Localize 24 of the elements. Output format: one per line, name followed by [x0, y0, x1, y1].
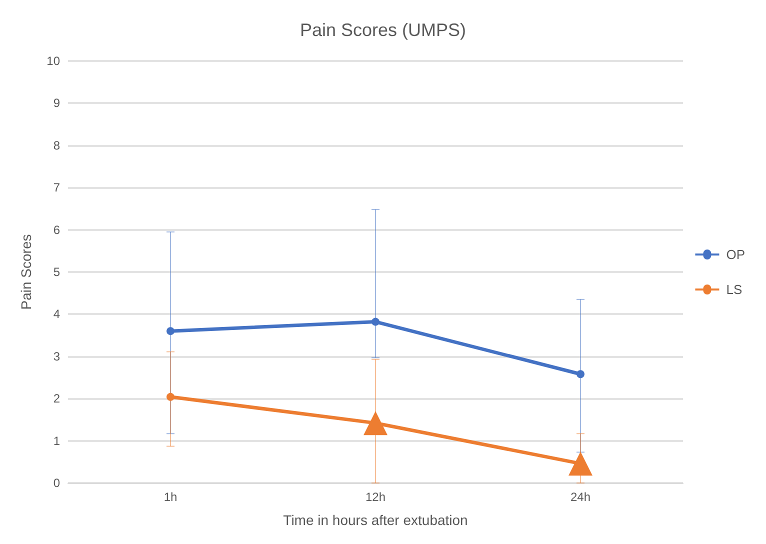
point	[166, 327, 174, 336]
legend-label: LS	[726, 282, 742, 297]
y-tick-label: 9	[53, 96, 60, 110]
x-tick-label: 24h	[570, 490, 591, 504]
y-tick-label: 5	[53, 265, 60, 279]
point	[364, 411, 388, 436]
y-tick-label: 2	[53, 392, 60, 406]
legend-label: OP	[726, 247, 746, 262]
y-tick-label: 1	[53, 434, 60, 448]
point	[568, 452, 592, 476]
x-axis-title: Time in hours after extubation	[283, 512, 468, 528]
y-tick-label: 8	[53, 138, 60, 152]
x-tick-label: 12h	[365, 490, 386, 504]
y-tick-label: 10	[46, 54, 60, 68]
chart-title: Pain Scores (UMPS)	[300, 20, 466, 40]
y-axis-title: Pain Scores	[18, 234, 34, 310]
point	[576, 370, 584, 378]
y-tick-label: 4	[53, 307, 60, 322]
x-tick-label: 1h	[164, 490, 178, 504]
y-tick-label: 6	[53, 222, 60, 237]
point	[372, 318, 380, 326]
y-tick-label: 7	[53, 180, 60, 195]
y-tick-label: 0	[53, 476, 60, 490]
y-tick-label: 3	[53, 349, 60, 364]
